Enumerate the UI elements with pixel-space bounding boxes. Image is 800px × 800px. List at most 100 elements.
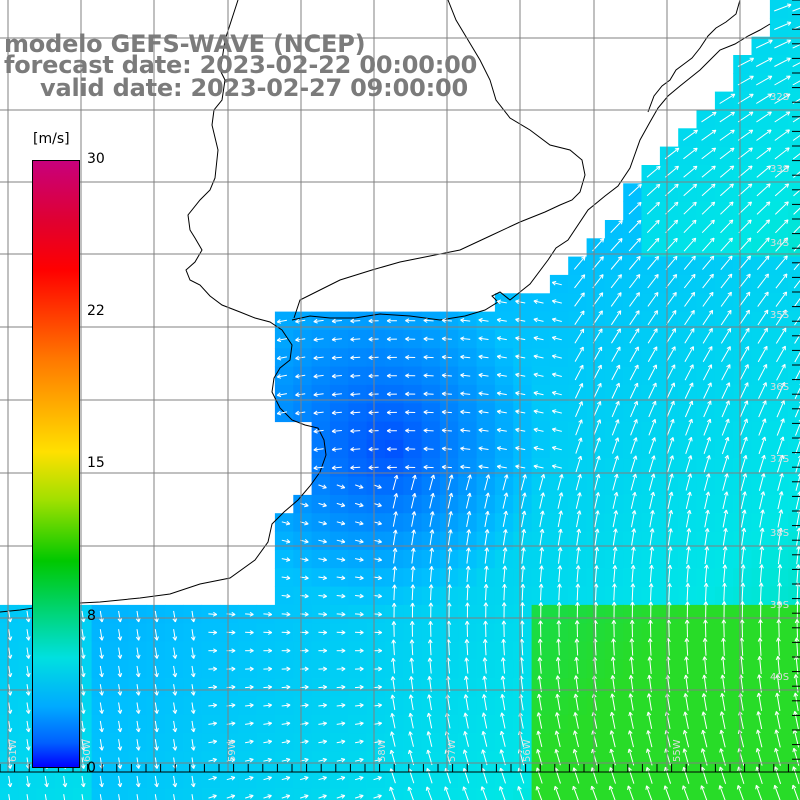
wind-arrow bbox=[629, 328, 640, 344]
colorbar bbox=[32, 160, 80, 768]
wind-arrow bbox=[776, 619, 782, 638]
wind-speed-cell bbox=[0, 788, 19, 800]
wind-arrow bbox=[757, 255, 770, 271]
wind-speed-cell bbox=[220, 788, 239, 800]
wind-arrow bbox=[629, 364, 639, 381]
wind-arrow bbox=[350, 373, 361, 379]
wind-arrow bbox=[737, 129, 754, 141]
wind-speed-cell bbox=[238, 788, 258, 800]
wind-arrow bbox=[350, 428, 361, 434]
wind-arrow bbox=[99, 665, 104, 678]
wind-arrow bbox=[649, 528, 655, 546]
wind-arrow bbox=[721, 400, 730, 418]
wind-arrow bbox=[478, 336, 489, 341]
wind-arrow bbox=[576, 528, 582, 546]
wind-arrow bbox=[386, 410, 397, 415]
wind-arrow bbox=[373, 557, 383, 562]
wind-arrow bbox=[551, 354, 562, 359]
wind-arrow bbox=[777, 564, 783, 583]
wind-arrow bbox=[331, 355, 342, 361]
wind-arrow bbox=[719, 129, 735, 141]
wind-arrow bbox=[685, 455, 693, 473]
wind-arrow bbox=[496, 391, 507, 396]
wind-speed-cell bbox=[91, 788, 111, 800]
wind-arrow bbox=[631, 546, 636, 564]
wind-arrow bbox=[318, 557, 328, 562]
wind-arrow bbox=[776, 436, 785, 455]
colorbar-tick: 15 bbox=[87, 455, 105, 471]
wind-arrow bbox=[496, 299, 507, 305]
wind-arrow bbox=[741, 546, 746, 565]
wind-arrow bbox=[777, 582, 782, 601]
wind-arrow bbox=[592, 346, 603, 362]
wind-arrow bbox=[667, 509, 674, 528]
wind-arrow bbox=[276, 374, 287, 379]
wind-arrow bbox=[575, 401, 583, 417]
wind-arrow bbox=[350, 355, 361, 361]
wind-arrow bbox=[556, 602, 562, 619]
wind-arrow bbox=[386, 446, 397, 452]
wind-speed-cell bbox=[788, 403, 800, 423]
colorbar-tick: 22 bbox=[87, 303, 105, 319]
wind-arrow bbox=[465, 547, 471, 564]
wind-arrow bbox=[313, 337, 324, 342]
wind-speed-cell bbox=[439, 788, 459, 800]
wind-arrow bbox=[794, 637, 800, 656]
wind-arrow bbox=[447, 584, 452, 601]
wind-arrow bbox=[756, 129, 772, 141]
wind-arrow bbox=[574, 382, 584, 399]
wind-arrow bbox=[172, 610, 178, 623]
wind-arrow bbox=[281, 611, 291, 617]
wind-arrow bbox=[557, 565, 563, 583]
wind-arrow bbox=[685, 583, 691, 601]
wind-arrow bbox=[774, 3, 792, 12]
wind-arrow bbox=[702, 237, 715, 252]
wind-arrow bbox=[502, 547, 508, 564]
wind-arrow bbox=[759, 527, 765, 546]
wind-arrow bbox=[190, 610, 196, 623]
wind-arrow bbox=[756, 147, 772, 160]
wind-arrow bbox=[740, 491, 747, 510]
wind-arrow bbox=[80, 610, 86, 623]
wind-arrow bbox=[702, 656, 708, 675]
wind-arrow bbox=[117, 647, 123, 659]
wind-speed-cell bbox=[788, 256, 800, 276]
wind-arrow bbox=[208, 648, 218, 654]
wind-arrow bbox=[391, 639, 397, 656]
wind-arrow bbox=[574, 274, 586, 289]
wind-arrow bbox=[702, 364, 713, 381]
wind-arrow bbox=[722, 509, 729, 528]
wind-arrow bbox=[648, 455, 656, 473]
wind-speed-cell bbox=[788, 494, 800, 514]
wind-arrow bbox=[373, 520, 382, 526]
wind-arrow bbox=[263, 648, 273, 654]
wind-arrow bbox=[685, 564, 691, 583]
wind-arrow bbox=[354, 502, 364, 508]
wind-arrow bbox=[276, 337, 287, 343]
wind-arrow bbox=[318, 520, 327, 526]
wind-arrow bbox=[331, 465, 342, 471]
wind-arrow bbox=[739, 345, 750, 363]
wind-arrow bbox=[465, 602, 470, 619]
wind-arrow bbox=[281, 575, 291, 581]
wind-arrow bbox=[428, 602, 434, 619]
wind-arrow bbox=[704, 491, 711, 510]
wind-arrow bbox=[612, 583, 617, 601]
wind-arrow bbox=[685, 418, 693, 436]
wind-arrow bbox=[313, 392, 324, 397]
wind-arrow bbox=[667, 455, 674, 473]
wind-arrow bbox=[629, 638, 635, 656]
wind-arrow bbox=[611, 601, 617, 619]
longitude-label: 58W bbox=[377, 739, 388, 762]
wind-arrow bbox=[80, 629, 86, 641]
wind-speed-cell bbox=[733, 788, 752, 800]
wind-arrow bbox=[190, 629, 196, 641]
wind-arrow bbox=[665, 201, 679, 215]
wind-arrow bbox=[336, 502, 346, 508]
wind-arrow bbox=[575, 455, 583, 473]
wind-arrow bbox=[755, 75, 773, 86]
wind-arrow bbox=[774, 147, 790, 160]
wind-arrow bbox=[350, 391, 361, 397]
wind-arrow bbox=[703, 382, 712, 399]
wind-arrow bbox=[740, 454, 748, 473]
